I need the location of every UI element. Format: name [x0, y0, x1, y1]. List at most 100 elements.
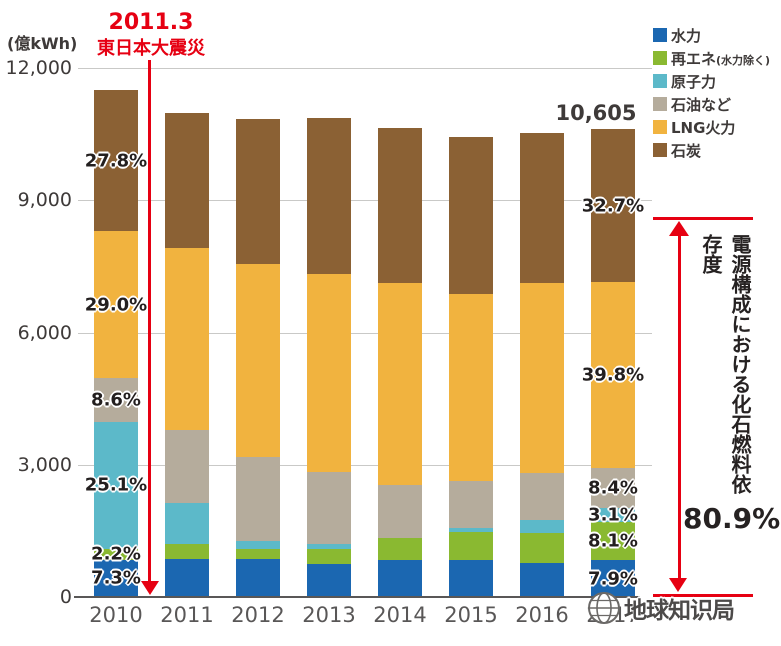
percent-label: 27.8% [84, 150, 148, 172]
fossil-dependence-label: 電源構成における化石燃料依存度 [699, 234, 752, 494]
legend-label: 石油など [671, 95, 732, 114]
fossil-arrow-down-icon [669, 578, 687, 592]
percent-label: 7.3% [91, 567, 141, 589]
bar-segment [520, 520, 564, 534]
bar-segment [449, 531, 493, 560]
legend-item: 水力 [653, 24, 770, 46]
x-tick-label: 2014 [373, 603, 427, 627]
bar-segment [307, 471, 351, 545]
percent-label: 7.9% [588, 568, 638, 590]
bar-segment [307, 273, 351, 472]
bar-segment [94, 90, 138, 232]
bar-segment [236, 548, 280, 560]
earthquake-arrow-down-icon [141, 581, 159, 595]
legend-item: 石炭 [653, 139, 770, 161]
bar-segment [165, 247, 209, 430]
percent-label: 8.6% [91, 389, 141, 411]
fossil-bracket-top-line [653, 217, 753, 220]
percent-label: 39.8% [581, 364, 645, 386]
bar-segment [236, 559, 280, 597]
bar-segment [378, 485, 422, 538]
bar-segment [449, 527, 493, 532]
bar-segment [165, 112, 209, 248]
bar-segment [449, 480, 493, 528]
legend-swatch [653, 51, 667, 65]
bar-total-label: 10,605 [555, 101, 637, 126]
bar-segment [165, 503, 209, 545]
gridline [78, 332, 652, 334]
bar-segment [307, 563, 351, 597]
fossil-bracket-vertical-line [678, 230, 681, 582]
watermark-text: 地球知识局 [624, 598, 735, 624]
legend-label: 原子力 [671, 72, 717, 91]
bar-segment [449, 559, 493, 597]
x-tick-label: 2016 [515, 603, 569, 627]
legend-swatch [653, 143, 667, 157]
bar-segment [520, 563, 564, 597]
bar-segment [307, 117, 351, 274]
bar-segment [591, 282, 635, 469]
bar-segment [591, 560, 635, 597]
bar-segment [165, 559, 209, 597]
bar-segment [520, 533, 564, 564]
legend-item: LNG火力 [653, 116, 770, 138]
legend-swatch [653, 97, 667, 111]
x-tick-label: 2013 [302, 603, 356, 627]
percent-label: 8.1% [588, 530, 638, 552]
bar-segment [378, 537, 422, 560]
globe-icon [588, 592, 620, 624]
gridline [78, 200, 652, 202]
bar-segment [94, 377, 138, 422]
legend-item: 石油など [653, 93, 770, 115]
legend-label: 石炭 [671, 141, 702, 160]
bar-segment [307, 548, 351, 564]
bar-segment [378, 127, 422, 284]
bar-segment [94, 231, 138, 378]
legend-item: 原子力 [653, 70, 770, 92]
y-tick-label: 0 [59, 586, 72, 608]
y-tick-label: 3,000 [17, 453, 72, 476]
bar-segment [236, 456, 280, 541]
y-tick-label: 6,000 [17, 321, 72, 344]
bar-segment [591, 468, 635, 508]
legend-swatch [653, 120, 667, 134]
y-axis-unit-label: (億kWh) [7, 34, 78, 53]
x-axis-line [74, 596, 640, 598]
watermark: 地球知识局 [586, 590, 735, 626]
percent-label: 3.1% [588, 504, 638, 526]
percent-label: 25.1% [84, 474, 148, 496]
bar-segment [520, 282, 564, 474]
bar-segment [94, 548, 138, 560]
legend-label: 再エネ(水力除く) [671, 49, 771, 68]
y-tick-label: 9,000 [17, 189, 72, 212]
bar-segment [591, 522, 635, 561]
percent-label: 2.2% [91, 543, 141, 565]
fossil-arrow-up-icon [669, 221, 689, 236]
legend-swatch [653, 28, 667, 42]
earthquake-marker-line [148, 60, 151, 582]
percent-label: 8.4% [588, 477, 638, 499]
percent-label: 32.7% [581, 195, 645, 217]
bar-segment [591, 507, 635, 523]
bar-segment [236, 119, 280, 265]
bar-segment [449, 136, 493, 294]
bar-segment [378, 283, 422, 486]
legend: 水力再エネ(水力除く) 原子力石油など LNG火力石炭 [653, 24, 770, 162]
gridline [78, 68, 652, 69]
bar-segment [236, 541, 280, 549]
bar-segment [94, 421, 138, 549]
earthquake-annotation-text: 東日本大震災 [97, 38, 205, 59]
bar-segment [94, 559, 138, 597]
x-tick-label: 2015 [444, 603, 498, 627]
bar-segment [236, 264, 280, 457]
bar-segment [520, 473, 564, 521]
x-tick-label: 2010 [89, 603, 143, 627]
legend-swatch [653, 74, 667, 88]
bar-segment [520, 132, 564, 283]
legend-item: 再エネ(水力除く) [653, 47, 770, 69]
bar-segment [165, 544, 209, 560]
bar-segment [307, 544, 351, 549]
x-tick-label: 2012 [231, 603, 285, 627]
gridline [78, 464, 652, 466]
